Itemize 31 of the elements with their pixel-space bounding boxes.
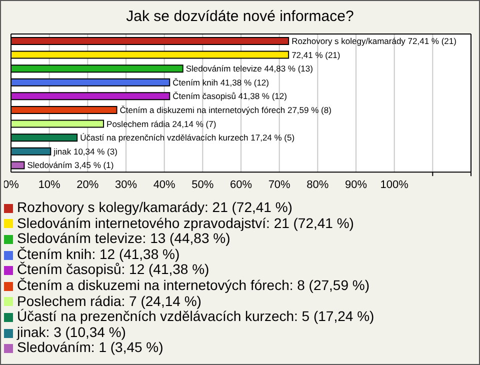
legend-label: Sledováním televize: 13 (44,83 %) [17, 230, 230, 246]
x-tick-label: 100% [380, 179, 409, 192]
data-label: Poslechem rádia 24,14 % (7) [106, 118, 216, 129]
data-label: Čtením knih 41,38 % (12) [172, 77, 270, 88]
legend-label: Čtením knih: 12 (41,38 %) [17, 246, 180, 262]
data-label: jinak 10,34 % (3) [52, 146, 118, 156]
x-tick-label: 50% [192, 179, 214, 192]
legend-label: Sledováním: 1 (3,45 %) [17, 339, 164, 356]
legend-label: Čtením časopisů: 12 (41,38 %) [17, 261, 210, 278]
legend-label: Účastí na prezenčních vzdělávacích kurzech: 5 (17,24 %) [17, 308, 374, 324]
data-label: Účastí na prezenčních vzdělávacích kurzech 17,24 % (5) [80, 132, 295, 143]
x-tick-label: 10% [38, 179, 61, 192]
x-tick-label: 40% [153, 179, 176, 192]
data-label: Čtením časopisů 41,38 % (12) [172, 91, 288, 102]
x-tick-label: 60% [230, 179, 252, 192]
legend-label: Rozhovory s kolegy/kamarády: 21 (72,41 %) [17, 199, 292, 216]
x-tick-label: 70% [268, 179, 291, 192]
legend-label: Sledováním internetového zpravodajství: 21 (72,41 %) [17, 214, 354, 231]
x-tick-label: 80% [306, 179, 329, 192]
data-label: Rozhovory s kolegy/kamarády 72,41 % (21) [292, 36, 457, 46]
x-tick-label: 20% [76, 179, 99, 192]
chart-title: Jak se dozvídáte nové informace? [125, 8, 355, 25]
legend-label: Čtením a diskuzemi na internetových fórech: 8 (27,59 %) [17, 277, 370, 294]
x-tick-label: 90% [344, 179, 368, 192]
legend-label: Poslechem rádia: 7 (24,14 %) [17, 292, 202, 309]
data-label: Sledováním 3,45 % (1) [27, 160, 114, 170]
x-tick-label: 30% [114, 179, 138, 192]
data-label: Sledováním televize 44,83 % (13) [186, 64, 314, 74]
data-label: Čtením a diskuzemi na internetových fórech 27,59 % (8) [120, 104, 332, 115]
data-label: 72,41 % (21) [292, 50, 340, 60]
legend-label: jinak: 3 (10,34 %) [17, 324, 126, 340]
